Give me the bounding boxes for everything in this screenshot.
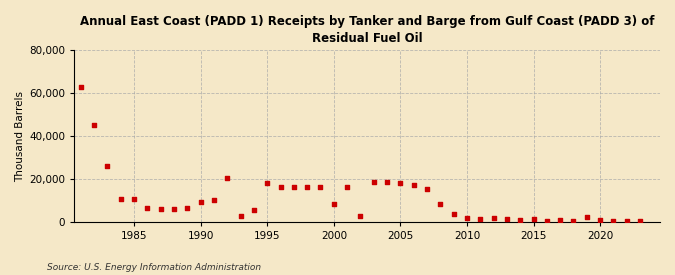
Point	[634, 218, 645, 223]
Point	[502, 216, 512, 221]
Point	[568, 218, 579, 223]
Point	[169, 207, 180, 211]
Point	[235, 214, 246, 219]
Point	[408, 183, 419, 188]
Y-axis label: Thousand Barrels: Thousand Barrels	[15, 90, 25, 182]
Point	[369, 180, 379, 184]
Point	[142, 206, 153, 210]
Point	[541, 218, 552, 223]
Point	[222, 176, 233, 180]
Title: Annual East Coast (PADD 1) Receipts by Tanker and Barge from Gulf Coast (PADD 3): Annual East Coast (PADD 1) Receipts by T…	[80, 15, 654, 45]
Point	[275, 185, 286, 190]
Point	[288, 185, 299, 190]
Point	[462, 216, 472, 220]
Point	[395, 181, 406, 185]
Point	[329, 201, 340, 206]
Point	[515, 217, 526, 222]
Point	[381, 180, 392, 184]
Point	[595, 218, 605, 222]
Point	[248, 208, 259, 212]
Point	[555, 218, 566, 222]
Point	[129, 197, 140, 201]
Point	[435, 201, 446, 206]
Point	[422, 186, 433, 191]
Point	[182, 206, 193, 210]
Point	[315, 185, 326, 190]
Point	[76, 84, 86, 89]
Point	[262, 181, 273, 185]
Point	[355, 214, 366, 219]
Point	[608, 218, 619, 223]
Point	[448, 212, 459, 216]
Point	[342, 185, 352, 190]
Text: Source: U.S. Energy Information Administration: Source: U.S. Energy Information Administ…	[47, 263, 261, 272]
Point	[89, 123, 100, 128]
Point	[488, 216, 499, 220]
Point	[528, 216, 539, 221]
Point	[115, 197, 126, 201]
Point	[102, 164, 113, 168]
Point	[209, 198, 219, 202]
Point	[302, 185, 313, 190]
Point	[475, 216, 486, 221]
Point	[155, 207, 166, 211]
Point	[581, 215, 592, 220]
Point	[621, 218, 632, 223]
Point	[195, 200, 206, 205]
